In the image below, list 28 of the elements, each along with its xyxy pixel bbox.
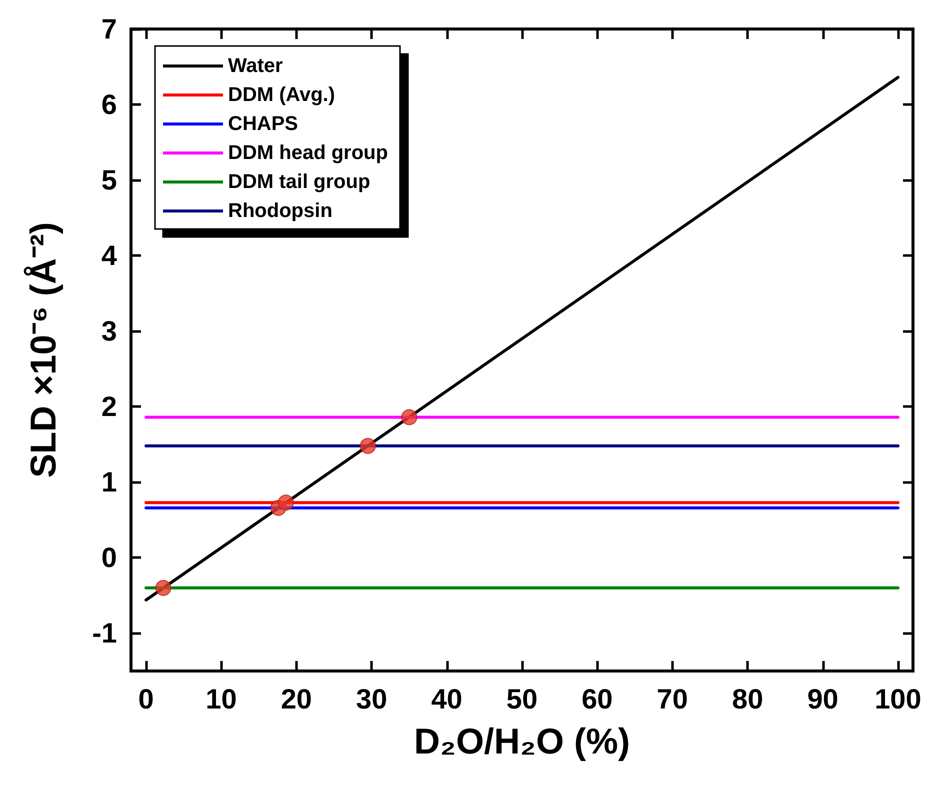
x-tick-label: 10: [206, 684, 237, 714]
legend-label: Rhodopsin: [228, 200, 332, 222]
y-axis-title: SLD ×10⁻⁶ (Å⁻²): [22, 222, 64, 478]
x-tick-label: 0: [138, 684, 154, 714]
x-tick-label: 60: [582, 684, 613, 714]
y-tick-label: 6: [101, 89, 117, 120]
x-tick-label: 90: [807, 684, 838, 714]
y-tick-label: 2: [101, 391, 117, 422]
y-tick-label: 7: [101, 14, 117, 44]
y-tick-label: 0: [101, 542, 117, 574]
legend-label: DDM head group: [228, 142, 388, 164]
legend-label: DDM tail group: [228, 171, 370, 193]
y-tick-label: 3: [101, 316, 117, 347]
y-tick-label: -1: [92, 618, 117, 649]
x-tick-label: 40: [431, 684, 462, 714]
y-tick-label: 1: [101, 466, 117, 498]
legend-label: Water: [228, 55, 284, 77]
y-tick-label: 4: [101, 240, 118, 272]
x-tick-label: 70: [656, 684, 688, 714]
y-tick-label: 5: [101, 164, 117, 196]
legend-label: DDM (Avg.): [228, 84, 336, 106]
x-tick-label: 50: [506, 684, 538, 714]
x-tick-label: 20: [280, 684, 312, 714]
x-tick-label: 80: [732, 684, 764, 714]
x-axis-title: D₂O/H₂O (%): [414, 720, 630, 762]
x-tick-label: 30: [356, 684, 388, 714]
x-tick-label: 100: [874, 684, 922, 714]
legend-label: CHAPS: [228, 113, 298, 135]
